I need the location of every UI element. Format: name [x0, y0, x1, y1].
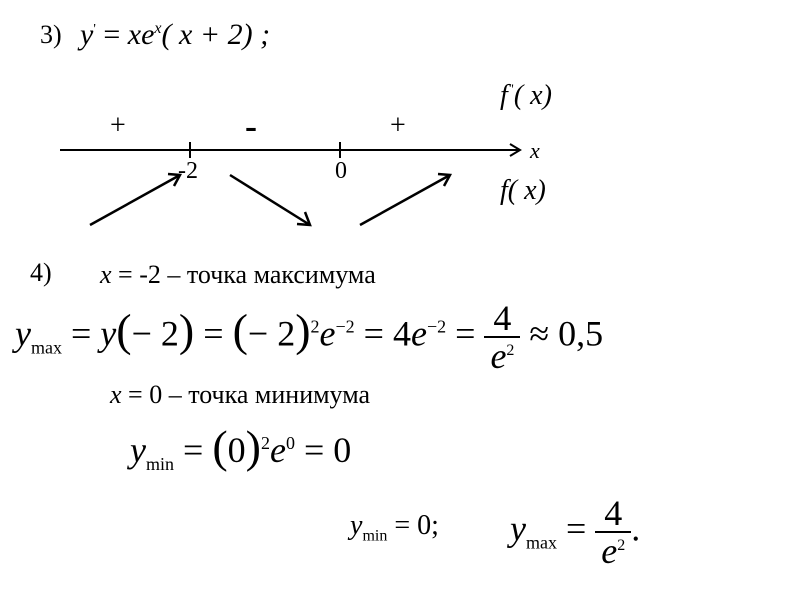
fprime-arg: ( x)	[514, 80, 552, 111]
ymax-eq2: =	[194, 313, 232, 353]
ymin-eq: =	[174, 430, 212, 470]
min-text-rest: = 0 – точка минимума	[122, 380, 371, 409]
item-4-number: 4)	[30, 258, 52, 288]
ymax-eq1: =	[62, 313, 100, 353]
ymin-sub: min	[146, 454, 174, 474]
f-f: f	[500, 175, 508, 206]
final-ymax-sub: max	[526, 532, 557, 552]
ymax-approx: ≈ 0,5	[520, 313, 603, 353]
ymax-sq: 2	[311, 316, 320, 336]
ymax-y2: y	[100, 313, 116, 353]
final-frac-num: 4	[595, 495, 631, 533]
item-3-number: 3)	[40, 20, 62, 50]
fprime-f: f	[500, 80, 508, 111]
ymin-e: e	[270, 430, 286, 470]
ymax-eq3: = 4	[355, 313, 411, 353]
ymax-neg2b: − 2	[248, 313, 295, 353]
ymax-eq4: =	[446, 313, 484, 353]
ymin-zero: 0	[228, 430, 246, 470]
final-frac-den: e2	[595, 533, 631, 569]
ymin-zerosup: 0	[286, 433, 295, 453]
ymax-expression: ymax = y(− 2) = (− 2)2e−2 = 4e−2 = 4 e2 …	[15, 300, 603, 374]
max-point-text: x = -2 – точка максимума	[100, 260, 376, 290]
fprime-label: f '( x)	[500, 80, 552, 112]
ymax-frac-num: 4	[484, 300, 520, 338]
final-ymin-sub: min	[362, 528, 387, 545]
ymax-neg2sup: −2	[336, 316, 355, 336]
tick-zero: 0	[335, 158, 347, 185]
x-sup: x	[154, 20, 161, 37]
paren: ( x + 2) ;	[162, 18, 271, 51]
final-period: .	[631, 508, 640, 548]
eq: =	[96, 18, 128, 51]
tick-neg2: -2	[178, 158, 198, 185]
xe: xe	[128, 18, 155, 51]
ymin-expression: ymin = (0)2e0 = 0	[130, 420, 351, 475]
y-var: y	[80, 18, 93, 51]
final-frac: 4 e2	[595, 495, 631, 569]
ymax-frac-den-e: e	[490, 336, 506, 376]
final-ymin-y: y	[350, 510, 362, 541]
ymax-y: y	[15, 313, 31, 353]
ymax-frac-den: e2	[484, 338, 520, 374]
line1-expr: y' = xex( x + 2) ;	[80, 18, 270, 52]
final-ymin: ymin = 0;	[350, 510, 439, 546]
ymax-neg2sup2: −2	[427, 316, 446, 336]
x-var-max: x	[100, 260, 112, 289]
final-ymin-rest: = 0;	[387, 510, 439, 541]
ymax-e: e	[320, 313, 336, 353]
f-arg: ( x)	[508, 175, 546, 206]
x-var-min: x	[110, 380, 122, 409]
f-label: f( x)	[500, 175, 546, 207]
number-line	[50, 130, 570, 250]
ymax-neg2: − 2	[132, 313, 179, 353]
final-ymax: ymax = 4 e2 .	[510, 495, 640, 569]
x-axis-label: x	[530, 138, 540, 164]
ymax-frac-den-sup: 2	[506, 342, 514, 359]
max-text-rest: = -2 – точка максимума	[112, 260, 376, 289]
ymin-eq0: = 0	[295, 430, 351, 470]
ymin-y: y	[130, 430, 146, 470]
final-ymax-eq: =	[557, 508, 595, 548]
min-point-text: x = 0 – точка минимума	[110, 380, 370, 410]
ymax-frac: 4 e2	[484, 300, 520, 374]
ymax-sub: max	[31, 337, 62, 357]
final-ymax-y: y	[510, 508, 526, 548]
ymin-sq: 2	[261, 433, 270, 453]
final-frac-den-sup: 2	[617, 537, 625, 554]
final-frac-den-e: e	[601, 531, 617, 571]
ymax-e2: e	[411, 313, 427, 353]
